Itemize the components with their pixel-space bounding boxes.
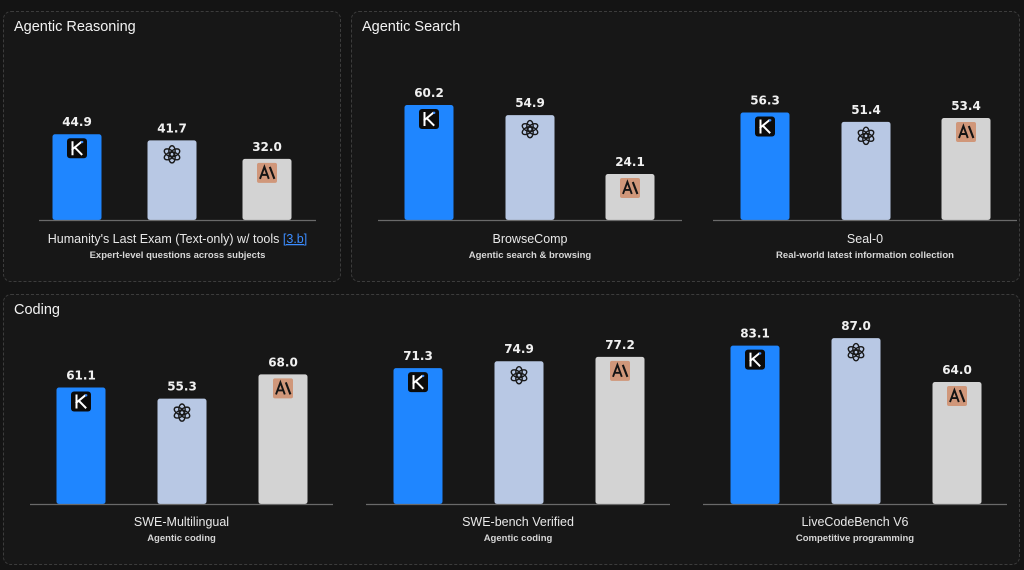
value-label: 53.4 <box>951 99 981 113</box>
bar <box>831 338 881 504</box>
benchmark-subtitle: Agentic coding <box>484 533 553 544</box>
value-label: 44.9 <box>62 115 92 129</box>
value-label: 68.0 <box>268 355 298 369</box>
openai-logo-icon <box>173 403 191 422</box>
bar-chart: 60.2 54.9 24.1 BrowseComp Agentic search & b… <box>378 86 682 261</box>
value-label: 61.1 <box>66 369 96 383</box>
kimi-logo-icon <box>755 116 775 137</box>
benchmark-name: SWE-bench Verified <box>462 515 574 529</box>
bar <box>740 112 790 220</box>
openai-logo-icon <box>857 126 875 146</box>
bar <box>730 345 780 504</box>
value-label: 64.0 <box>942 363 972 377</box>
openai-logo-icon <box>521 119 539 139</box>
bar <box>404 105 454 220</box>
bar-chart: 44.9 41.7 32.0 Humanity's Last Exam (Text-o… <box>39 115 316 261</box>
anthropic-logo-icon <box>956 122 976 143</box>
panel-title: Agentic Reasoning <box>14 19 136 35</box>
value-label: 51.4 <box>851 103 881 117</box>
value-label: 77.2 <box>605 338 635 352</box>
openai-logo-icon <box>510 365 528 385</box>
benchmark-name: Seal-0 <box>847 232 883 246</box>
value-label: 24.1 <box>615 155 645 169</box>
bar-chart: 56.3 51.4 53.4 Seal-0 Real-world latest info… <box>713 93 1017 261</box>
benchmark-subtitle: Agentic search & browsing <box>469 250 592 261</box>
value-label: 83.1 <box>740 327 770 341</box>
benchmark-name: Humanity's Last Exam (Text-only) w/ tool… <box>48 232 307 246</box>
anthropic-logo-icon <box>257 162 277 183</box>
bar-chart: 83.1 87.0 64.0 LiveCodeBench V6 Competitive … <box>703 319 1007 544</box>
bar-chart: 61.1 55.3 68.0 SWE-Multilingual Agentic codi… <box>30 355 333 544</box>
openai-logo-icon <box>847 342 865 362</box>
benchmark-name: LiveCodeBench V6 <box>801 515 908 529</box>
anthropic-logo-icon <box>610 360 630 381</box>
kimi-logo-icon <box>408 372 428 393</box>
benchmark-name-text: Seal-0 <box>847 232 883 246</box>
openai-logo-icon <box>163 145 181 164</box>
value-label: 54.9 <box>515 96 545 110</box>
value-label: 41.7 <box>157 121 187 135</box>
panel-agentic-search: Agentic Search <box>351 11 1020 282</box>
value-label: 56.3 <box>750 93 780 107</box>
bar <box>393 368 443 504</box>
benchmark-subtitle: Agentic coding <box>147 533 216 544</box>
anthropic-logo-icon <box>620 177 640 198</box>
bar <box>494 361 544 504</box>
value-label: 71.3 <box>403 349 433 363</box>
value-label: 87.0 <box>841 319 871 333</box>
benchmark-name-text: SWE-Multilingual <box>134 515 229 529</box>
panel-title: Agentic Search <box>362 19 461 35</box>
anthropic-logo-icon <box>273 378 293 399</box>
kimi-logo-icon <box>71 391 91 412</box>
benchmark-subtitle: Real-world latest information collection <box>776 250 954 261</box>
footnote-link[interactable]: [3.b] <box>283 232 307 246</box>
benchmark-name-text: BrowseComp <box>492 232 567 246</box>
kimi-logo-icon <box>67 138 87 159</box>
bar <box>147 140 197 220</box>
bar <box>258 374 308 504</box>
kimi-logo-icon <box>419 109 439 130</box>
value-label: 74.9 <box>504 342 534 356</box>
bar <box>505 115 555 220</box>
bar-chart: 71.3 74.9 77.2 SWE-bench Verified Agentic co… <box>366 338 670 544</box>
bar <box>56 387 106 504</box>
benchmark-subtitle: Expert-level questions across subjects <box>90 250 266 261</box>
benchmark-name-text: Humanity's Last Exam (Text-only) w/ tool… <box>48 232 283 246</box>
bar <box>242 158 292 220</box>
value-label: 32.0 <box>252 140 282 154</box>
benchmark-name: SWE-Multilingual <box>134 515 229 529</box>
value-label: 60.2 <box>414 86 444 100</box>
bar <box>52 134 102 220</box>
benchmark-name: BrowseComp <box>492 232 567 246</box>
benchmark-name-text: SWE-bench Verified <box>462 515 574 529</box>
benchmark-subtitle: Competitive programming <box>796 533 914 544</box>
value-label: 55.3 <box>167 380 197 394</box>
bar <box>941 118 991 220</box>
bar <box>932 382 982 504</box>
bar <box>841 121 891 220</box>
bar <box>157 398 207 504</box>
anthropic-logo-icon <box>947 386 967 407</box>
bar <box>595 356 645 504</box>
panel-title: Coding <box>14 302 60 318</box>
kimi-logo-icon <box>745 349 765 370</box>
benchmark-name-text: LiveCodeBench V6 <box>801 515 908 529</box>
